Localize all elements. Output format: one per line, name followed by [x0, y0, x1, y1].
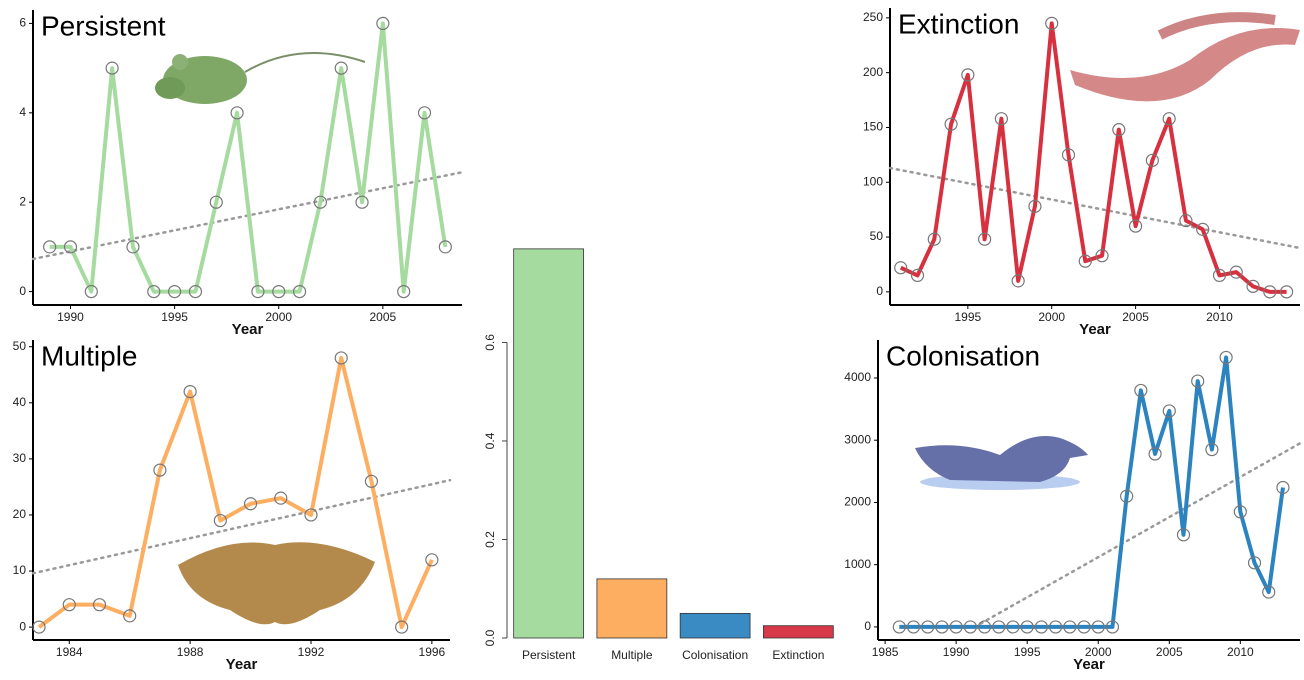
y-tick-label: 0 [864, 619, 871, 633]
x-tick-label: 1990 [943, 645, 970, 659]
figure: 02461990199520002005YearPersistent010203… [0, 0, 1304, 675]
x-tick-label: Persistent [522, 648, 576, 662]
x-tick-label: 1996 [419, 645, 446, 659]
y-tick-label: 2000 [844, 495, 871, 509]
y-tick-label: 200 [863, 65, 883, 79]
x-axis-title: Year [1073, 656, 1105, 673]
illustration-eel [1070, 17, 1300, 101]
x-tick-label: 2005 [370, 310, 397, 324]
bar [680, 613, 750, 638]
y-tick-label: 0 [19, 284, 26, 298]
x-tick-label: 1984 [56, 645, 83, 659]
bar [514, 249, 584, 638]
x-tick-label: Extinction [772, 648, 824, 662]
x-tick-label: 2005 [1122, 310, 1149, 324]
y-tick-label: 100 [863, 174, 883, 188]
trend-line [890, 168, 1300, 248]
x-tick-label: 2010 [1227, 645, 1254, 659]
y-tick-label: 50 [870, 229, 884, 243]
bar [763, 626, 833, 638]
x-axis-title: Year [232, 321, 264, 338]
y-tick-label: 1000 [844, 557, 871, 571]
illustration-bird [915, 436, 1088, 490]
x-tick-label: 1988 [177, 645, 204, 659]
bar [597, 579, 667, 638]
y-tick-label: 0 [19, 619, 26, 633]
illustration-mouse [155, 53, 365, 104]
x-tick-label: 1995 [161, 310, 188, 324]
y-tick-label: 40 [13, 395, 27, 409]
x-tick-label: Multiple [611, 648, 653, 662]
y-tick-label: 50 [13, 339, 27, 353]
y-tick-label: 250 [863, 10, 883, 24]
x-axis-title: Year [226, 656, 258, 673]
x-tick-label: 2000 [265, 310, 292, 324]
x-tick-label: 1990 [57, 310, 84, 324]
y-tick-label: 150 [863, 120, 883, 134]
panel-title: Persistent [41, 10, 166, 41]
y-tick-label: 10 [13, 563, 27, 577]
x-tick-label: 2010 [1206, 310, 1233, 324]
x-tick-label: 2005 [1156, 645, 1183, 659]
panel-title: Colonisation [886, 340, 1040, 371]
y-tick-label: 2 [19, 194, 26, 208]
x-tick-label: Colonisation [682, 648, 748, 662]
x-tick-label: 1995 [954, 310, 981, 324]
page: {"chart_data": [ {"type": "line", "title… [0, 0, 1304, 680]
panel-title: Extinction [898, 8, 1019, 39]
x-axis-title: Year [1079, 321, 1111, 338]
y-tick-label: 0 [876, 284, 883, 298]
y-tick-label: 20 [13, 507, 27, 521]
y-tick-label: 0.6 [483, 334, 497, 351]
illustration-moth [178, 542, 375, 624]
y-tick-label: 0.0 [483, 629, 497, 646]
x-tick-label: 1995 [1014, 645, 1041, 659]
panel-title: Multiple [41, 340, 137, 371]
y-tick-label: 4000 [844, 370, 871, 384]
x-tick-label: 1985 [872, 645, 899, 659]
x-tick-label: 1992 [298, 645, 325, 659]
x-tick-label: 2000 [1038, 310, 1065, 324]
y-tick-label: 0.2 [483, 531, 497, 548]
series-line [899, 357, 1283, 627]
y-tick-label: 0.4 [483, 432, 497, 449]
y-tick-label: 30 [13, 451, 27, 465]
y-tick-label: 4 [19, 105, 26, 119]
y-tick-label: 3000 [844, 432, 871, 446]
y-tick-label: 6 [19, 16, 26, 30]
